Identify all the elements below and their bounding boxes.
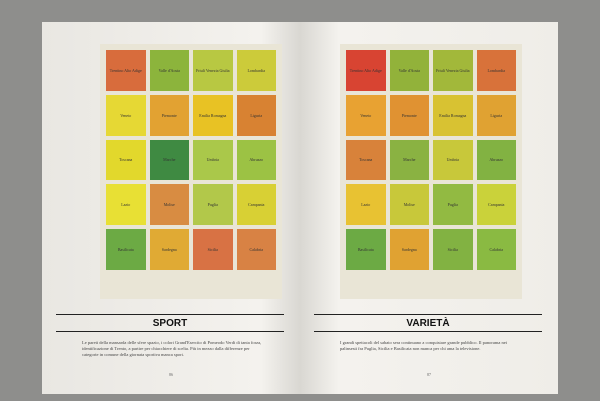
right-page: Trentino Alto Adige Valle d'Aosta Friuli V…: [300, 22, 558, 394]
region-cell: Lombardia: [236, 50, 276, 91]
region-cell: Molise: [389, 184, 429, 226]
section-title: VARIETÀ: [314, 314, 542, 332]
region-cell: Valle d'Aosta: [389, 50, 429, 91]
body-text: Le pareti della mansarda delle sfere spa…: [82, 340, 262, 357]
region-grid: Trentino Alto Adige Valle d'Aosta Friuli V…: [106, 50, 276, 270]
region-cell: Sardegna: [149, 229, 189, 270]
region-cell: Abruzzo: [236, 139, 276, 181]
region-cell: Lazio: [346, 184, 386, 226]
region-cell: Campania: [476, 184, 516, 226]
region-cell: Valle d'Aosta: [149, 50, 189, 91]
region-cell: Lombardia: [476, 50, 516, 91]
region-cell: Veneto: [106, 94, 146, 136]
region-cell: Marche: [149, 139, 189, 181]
region-cell: Basilicata: [346, 229, 386, 270]
region-cell: Emilia Romagna: [193, 94, 233, 136]
region-cell: Abruzzo: [476, 139, 516, 181]
region-cell: Friuli Venezia Giulia: [193, 50, 233, 91]
region-cell: Trentino Alto Adige: [106, 50, 146, 91]
region-cell: Liguria: [236, 94, 276, 136]
region-cell: Umbria: [193, 139, 233, 181]
left-page: Trentino Alto Adige Valle d'Aosta Friuli V…: [42, 22, 300, 394]
region-cell: Piemonte: [149, 94, 189, 136]
region-cell: Liguria: [476, 94, 516, 136]
body-text: I grandi spettacoli del sabato sera cont…: [340, 340, 507, 351]
region-cell: Toscana: [346, 139, 386, 181]
region-cell: Lazio: [106, 184, 146, 226]
region-cell: Trentino Alto Adige: [346, 50, 386, 91]
region-cell: Basilicata: [106, 229, 146, 270]
page-number: 87: [427, 372, 431, 377]
region-cell: Umbria: [433, 139, 473, 181]
region-cell: Marche: [389, 139, 429, 181]
artwork: Trentino Alto Adige Valle d'Aosta Friuli V…: [100, 44, 282, 299]
region-cell: Puglia: [433, 184, 473, 226]
region-cell: Piemonte: [389, 94, 429, 136]
region-cell: Calabria: [476, 229, 516, 270]
page-number: 86: [169, 372, 173, 377]
region-grid: Trentino Alto Adige Valle d'Aosta Friuli V…: [346, 50, 516, 270]
section-title: SPORT: [56, 314, 284, 332]
region-cell: Calabria: [236, 229, 276, 270]
region-cell: Veneto: [346, 94, 386, 136]
region-cell: Molise: [149, 184, 189, 226]
region-cell: Emilia Romagna: [433, 94, 473, 136]
region-cell: Puglia: [193, 184, 233, 226]
region-cell: Toscana: [106, 139, 146, 181]
region-cell: Sardegna: [389, 229, 429, 270]
region-cell: Campania: [236, 184, 276, 226]
region-cell: Sicilia: [193, 229, 233, 270]
region-cell: Friuli Venezia Giulia: [433, 50, 473, 91]
artwork: Trentino Alto Adige Valle d'Aosta Friuli V…: [340, 44, 522, 299]
region-cell: Sicilia: [433, 229, 473, 270]
